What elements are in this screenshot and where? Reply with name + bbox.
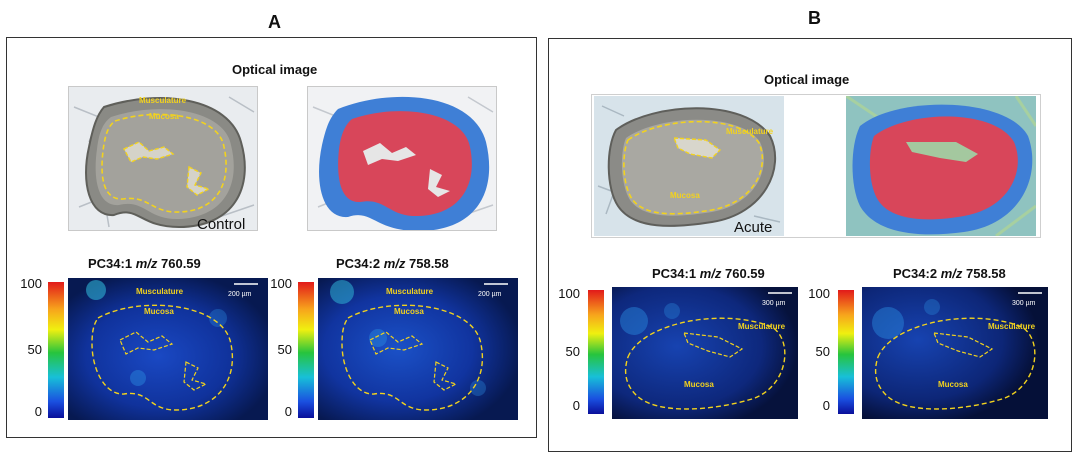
panel-b-map2-mucosa-label: Mucosa <box>938 380 968 389</box>
panel-b-letter: B <box>808 8 821 28</box>
panel-b-map2-mz-label: m/z <box>940 266 963 281</box>
panel-b-optical-image: Musculature Mucosa Acute <box>594 96 784 236</box>
panel-a-ion-map-2: Musculature Mucosa 200 µm <box>318 278 518 420</box>
panel-b-cbar2-max: 100 <box>808 286 830 301</box>
panel-b-ion-map-1: Musculature Mucosa 300 µm <box>612 287 798 419</box>
panel-b-segmented-image <box>846 96 1036 236</box>
panel-b-condition-label: Acute <box>734 219 772 236</box>
panel-a-optical-title: Optical image <box>232 62 318 77</box>
panel-b-map1-title: PC34:1 m/z 760.59 <box>652 266 765 281</box>
panel-b-colorbar-2 <box>838 290 854 414</box>
panel-b-map1-musculature-label: Musculature <box>738 322 786 331</box>
panel-b-ion-map-2: Musculature Mucosa 300 µm <box>862 287 1048 419</box>
panel-a-cbar1-max: 100 <box>20 276 42 291</box>
panel-b-cbar1-max: 100 <box>558 286 580 301</box>
panel-a-cbar1-mid: 50 <box>27 342 42 357</box>
panel-a-condition-label: Control <box>197 216 245 231</box>
panel-a-map2-title: PC34:2 m/z 758.58 <box>336 256 449 271</box>
panel-a-map2-mz-label: m/z <box>383 256 406 271</box>
panel-a-map1-mz-label: m/z <box>135 256 158 271</box>
panel-b-optical-title: Optical image <box>764 72 850 87</box>
panel-a-map1-name: PC34:1 <box>88 256 133 271</box>
panel-a-map1-scale: 200 µm <box>228 291 252 298</box>
panel-a-map1-title: PC34:1 m/z 760.59 <box>88 256 201 271</box>
panel-a-cbar2-mid: 50 <box>277 342 292 357</box>
panel-a-ion-map-1: Musculature Mucosa 200 µm <box>68 278 268 420</box>
panel-a-map2-name: PC34:2 <box>336 256 381 271</box>
panel-b-optical-musculature-label: Musculature <box>726 127 774 136</box>
acute-segmentation-overlay <box>846 96 1036 236</box>
panel-b-cbar1-mid: 50 <box>565 344 580 359</box>
panel-a-optical-mucosa-label: Mucosa <box>149 112 179 121</box>
panel-a-segmented-image <box>307 86 497 231</box>
panel-b-map1-mucosa-label: Mucosa <box>684 380 714 389</box>
panel-a-cbar1-min: 0 <box>34 404 42 419</box>
panel-a-colorbar-2 <box>298 282 314 418</box>
panel-a-map2-mz: 758.58 <box>409 256 449 271</box>
panel-b-map2-musculature-label: Musculature <box>988 322 1036 331</box>
panel-a-cbar2-max: 100 <box>270 276 292 291</box>
panel-b-map1-mz: 760.59 <box>725 266 765 281</box>
panel-a-map2-mucosa-label: Mucosa <box>394 307 424 316</box>
panel-a-letter: A <box>268 12 281 32</box>
panel-a-map1-mucosa-label: Mucosa <box>144 307 174 316</box>
panel-a-map1-musculature-label: Musculature <box>136 287 184 296</box>
panel-a-colorbar-1 <box>48 282 64 418</box>
panel-b-cbar2-min: 0 <box>822 398 830 413</box>
panel-b-map2-mz: 758.58 <box>966 266 1006 281</box>
panel-b-colorbar-1 <box>588 290 604 414</box>
panel-b-map2-name: PC34:2 <box>893 266 938 281</box>
panel-b-map1-mz-label: m/z <box>699 266 722 281</box>
panel-b-optical-mucosa-label: Mucosa <box>670 191 700 200</box>
acute-tissue-section: Musculature Mucosa Acute <box>594 96 784 236</box>
panel-b-map2-scale: 300 µm <box>1012 300 1036 307</box>
panel-a-map2-scale: 200 µm <box>478 291 502 298</box>
panel-a-map1-mz: 760.59 <box>161 256 201 271</box>
panel-b-cbar2-mid: 50 <box>815 344 830 359</box>
panel-a-cbar2-min: 0 <box>284 404 292 419</box>
panel-a-map2-musculature-label: Musculature <box>386 287 434 296</box>
panel-b-cbar1-min: 0 <box>572 398 580 413</box>
control-segmentation-overlay <box>308 87 496 230</box>
panel-b-map1-name: PC34:1 <box>652 266 697 281</box>
control-tissue-section: Musculature Mucosa Control <box>69 87 257 231</box>
panel-a-optical-musculature-label: Musculature <box>139 96 187 105</box>
panel-b-map1-scale: 300 µm <box>762 300 786 307</box>
panel-b-map2-title: PC34:2 m/z 758.58 <box>893 266 1006 281</box>
panel-a-optical-image: Musculature Mucosa Control <box>68 86 258 231</box>
